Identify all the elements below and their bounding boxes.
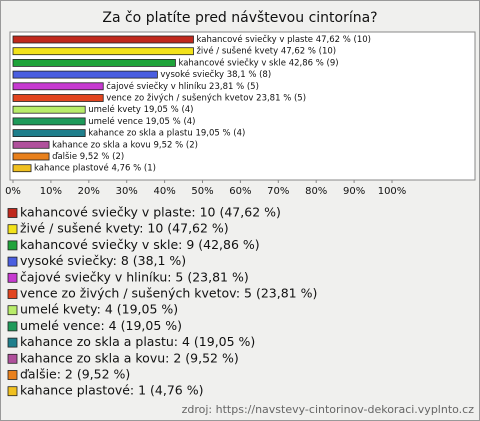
bar: [12, 47, 194, 56]
bar: [12, 35, 194, 44]
x-tick-label: 70%: [267, 186, 289, 197]
legend-label: umelé vence: 4 (19,05 %): [20, 318, 182, 333]
x-tick-label: 0%: [5, 186, 21, 197]
x-tick-label: 20%: [78, 186, 100, 197]
value-label: vence zo živých / sušených kvetov 23,81 …: [106, 93, 306, 104]
bar: [12, 152, 50, 161]
legend-label: kahancové sviečky v skle: 9 (42,86 %): [20, 237, 260, 252]
bar: [12, 117, 86, 126]
bar: [12, 59, 176, 67]
legend-swatch: [7, 256, 18, 267]
x-tick-label: 90%: [343, 186, 365, 197]
legend-label: vence zo živých / sušených kvetov: 5 (23…: [20, 286, 317, 301]
bar: [12, 164, 32, 173]
value-label: čajové sviečky v hliníku 23,81 % (5): [106, 81, 259, 92]
chart-title: Za čo platíte pred návštevou cintorína?: [102, 10, 377, 26]
legend-label: vysoké sviečky: 8 (38,1 %): [20, 253, 186, 268]
x-tick-label: 80%: [305, 186, 327, 197]
legend-swatch: [7, 337, 18, 348]
x-tick-label: 10%: [40, 186, 62, 197]
legend-label: kahance zo skla a kovu: 2 (9,52 %): [20, 350, 239, 365]
value-label: živé / sušené kvety 47,62 % (10): [196, 46, 336, 57]
bar: [12, 140, 50, 149]
bar: [12, 129, 86, 138]
legend-label: umelé kvety: 4 (19,05 %): [20, 302, 178, 317]
bar: [12, 105, 86, 114]
legend-swatch: [7, 272, 18, 283]
legend-label: kahance plastové: 1 (4,76 %): [20, 383, 203, 398]
legend-swatch: [7, 208, 18, 218]
value-label: kahance plastové 4,76 % (1): [34, 163, 156, 174]
legend-label: kahancové sviečky v plaste: 10 (47,62 %): [20, 205, 281, 220]
value-label: umelé vence 19,05 % (4): [88, 116, 195, 127]
legend-swatch: [7, 370, 18, 380]
legend-swatch: [7, 224, 18, 235]
legend-swatch: [7, 321, 18, 332]
bar: [12, 82, 104, 91]
plot-area: [9, 31, 476, 181]
legend-label: živé / sušené kvety: 10 (47,62 %): [20, 221, 229, 236]
value-label: umelé kvety 19,05 % (4): [88, 104, 193, 115]
value-label: kahance zo skla a plastu 19,05 % (4): [88, 129, 245, 139]
value-label: kahance zo skla a kovu 9,52 % (2): [52, 140, 198, 150]
value-label: vysoké sviečky 38,1 % (8): [160, 69, 271, 80]
bar: [12, 70, 158, 79]
bar: [12, 94, 104, 102]
x-tick-label: 50%: [191, 186, 213, 197]
legend-label: čajové sviečky v hliníku: 5 (23,81 %): [20, 269, 249, 284]
legend-swatch: [7, 386, 18, 397]
legend-swatch: [7, 305, 18, 316]
legend-label: kahance zo skla a plastu: 4 (19,05 %): [20, 334, 255, 349]
legend-swatch: [7, 289, 18, 299]
value-label: ďalšie 9,52 % (2): [52, 151, 124, 162]
source: zdroj: https://navstevy-cintorinov-dekor…: [182, 403, 475, 416]
x-tick-label: 100%: [378, 186, 407, 197]
value-label: kahancové sviečky v plaste 47,62 % (10): [196, 34, 371, 45]
x-tick-label: 30%: [116, 186, 138, 197]
x-tick-label: 60%: [229, 186, 251, 197]
legend-swatch: [7, 240, 18, 251]
legend-swatch: [7, 353, 18, 364]
x-tick-label: 40%: [153, 186, 175, 197]
value-label: kahancové sviečky v skle 42,86 % (9): [178, 57, 338, 68]
legend-label: ďalšie: 2 (9,52 %): [20, 367, 130, 382]
